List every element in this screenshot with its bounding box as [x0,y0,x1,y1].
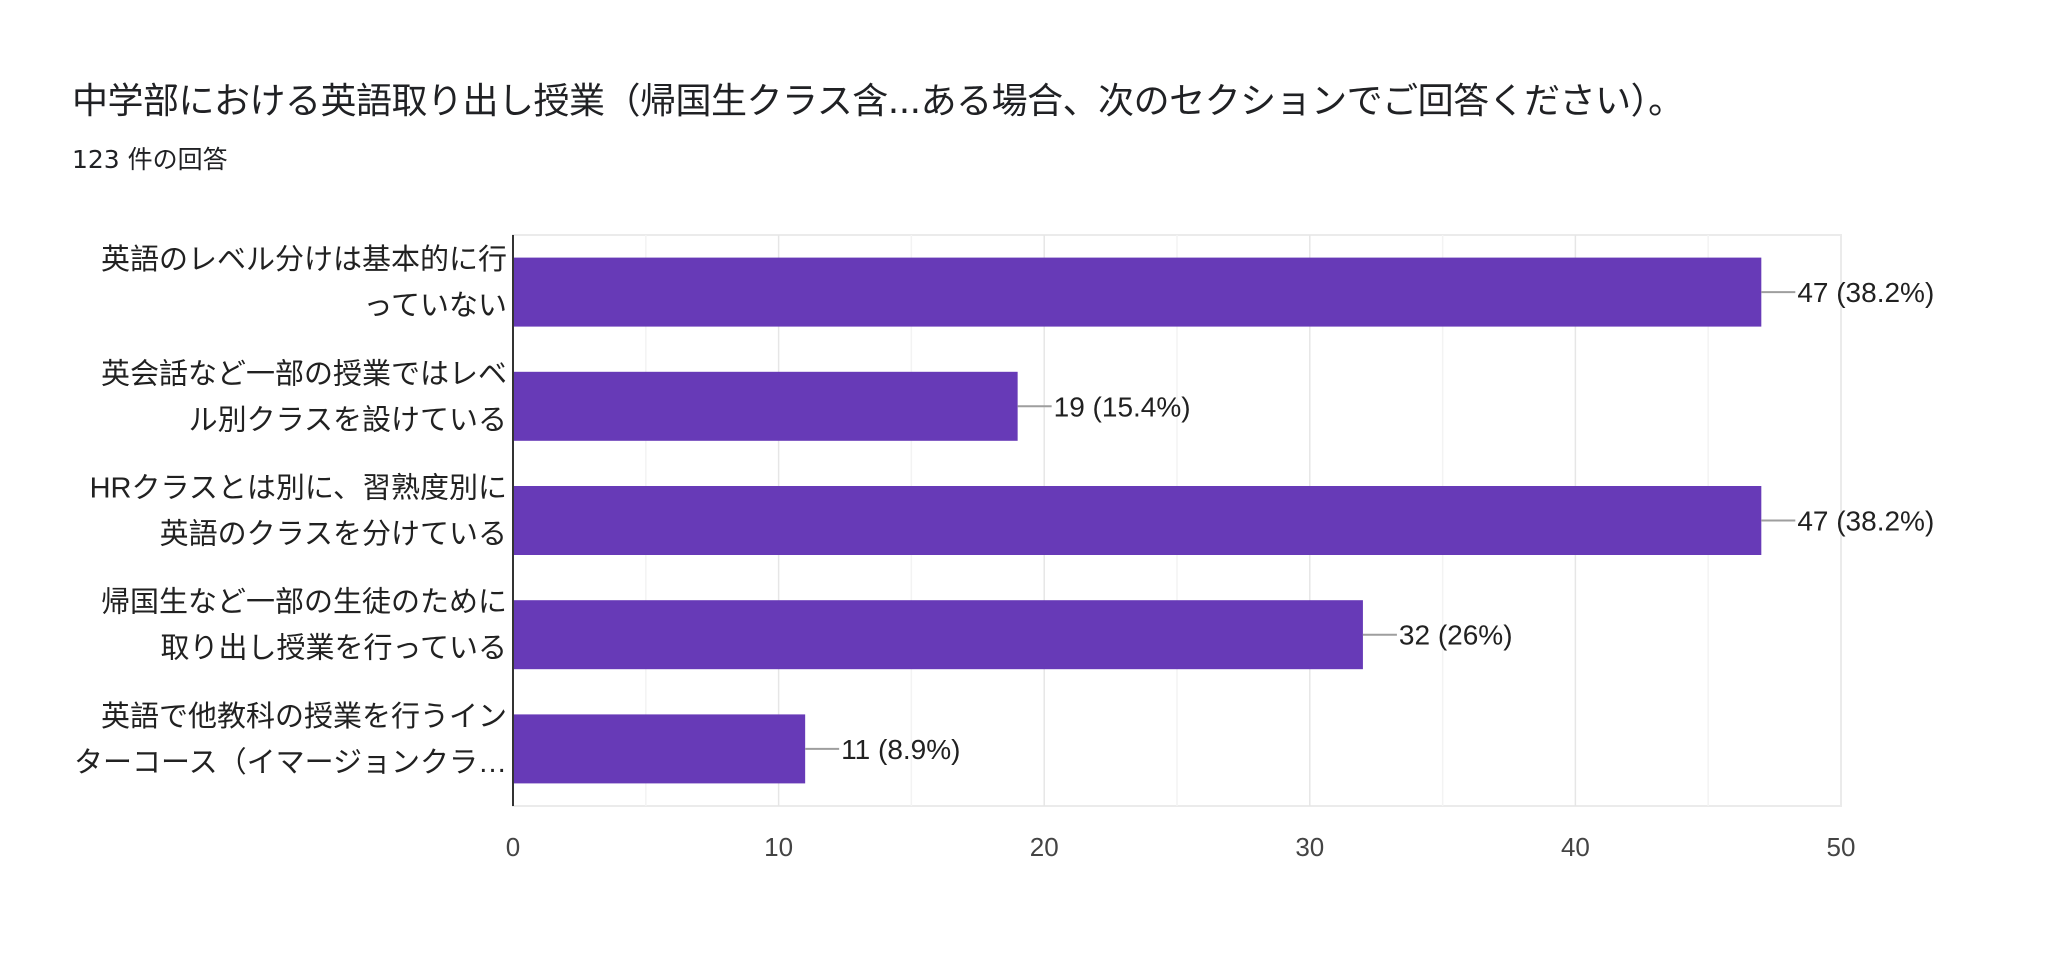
data-label: 32 (26%) [1399,620,1513,651]
bar [513,371,1018,441]
data-label: 11 (8.9%) [841,734,960,765]
x-tick-label: 10 [764,832,793,862]
category-label: 英語のクラスを分けている [160,518,507,551]
category-label: 英語のレベル分けは基本的に行 [101,243,507,276]
x-tick-label: 20 [1030,832,1059,862]
x-tick-label: 50 [1827,832,1856,862]
bar [513,486,1762,555]
data-label: 47 (38.2%) [1797,506,1934,537]
category-label: 取り出し授業を行っている [160,632,507,665]
bar [513,600,1363,670]
category-label: っていない [363,290,507,322]
x-tick-label: 40 [1561,832,1590,862]
bar [513,257,1762,327]
data-label: 19 (15.4%) [1054,391,1191,422]
data-label: 47 (38.2%) [1797,277,1934,308]
category-label: ル別クラスを設けている [189,403,507,436]
category-label: 英語で他教科の授業を行うイン [101,700,507,733]
response-count: 123 件の回答 [72,145,228,174]
x-tick-label: 30 [1295,832,1324,862]
x-tick-label: 0 [506,832,520,862]
category-label: ターコース（イマージョンクラ… [74,747,507,779]
category-label: 帰国生など一部の生徒のために [101,586,507,619]
category-label: HRクラスとは別に、習熟度別に [90,472,507,505]
chart-title: 中学部における英語取り出し授業（帰国生クラス含...ある場合、次のセクションでご… [72,81,1684,122]
category-label: 英会話など一部の授業ではレベ [101,357,507,390]
bar [513,714,806,784]
